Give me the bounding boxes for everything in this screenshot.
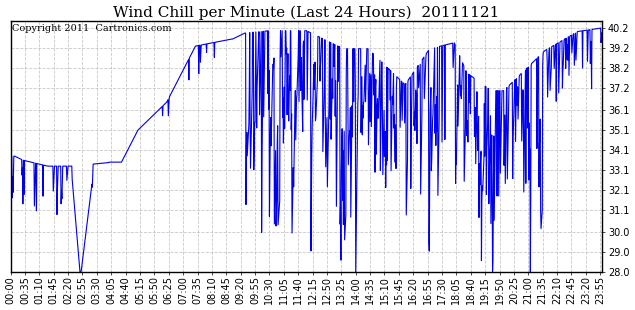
Text: Copyright 2011  Cartronics.com: Copyright 2011 Cartronics.com bbox=[11, 24, 171, 33]
Title: Wind Chill per Minute (Last 24 Hours)  20111121: Wind Chill per Minute (Last 24 Hours) 20… bbox=[113, 6, 500, 20]
